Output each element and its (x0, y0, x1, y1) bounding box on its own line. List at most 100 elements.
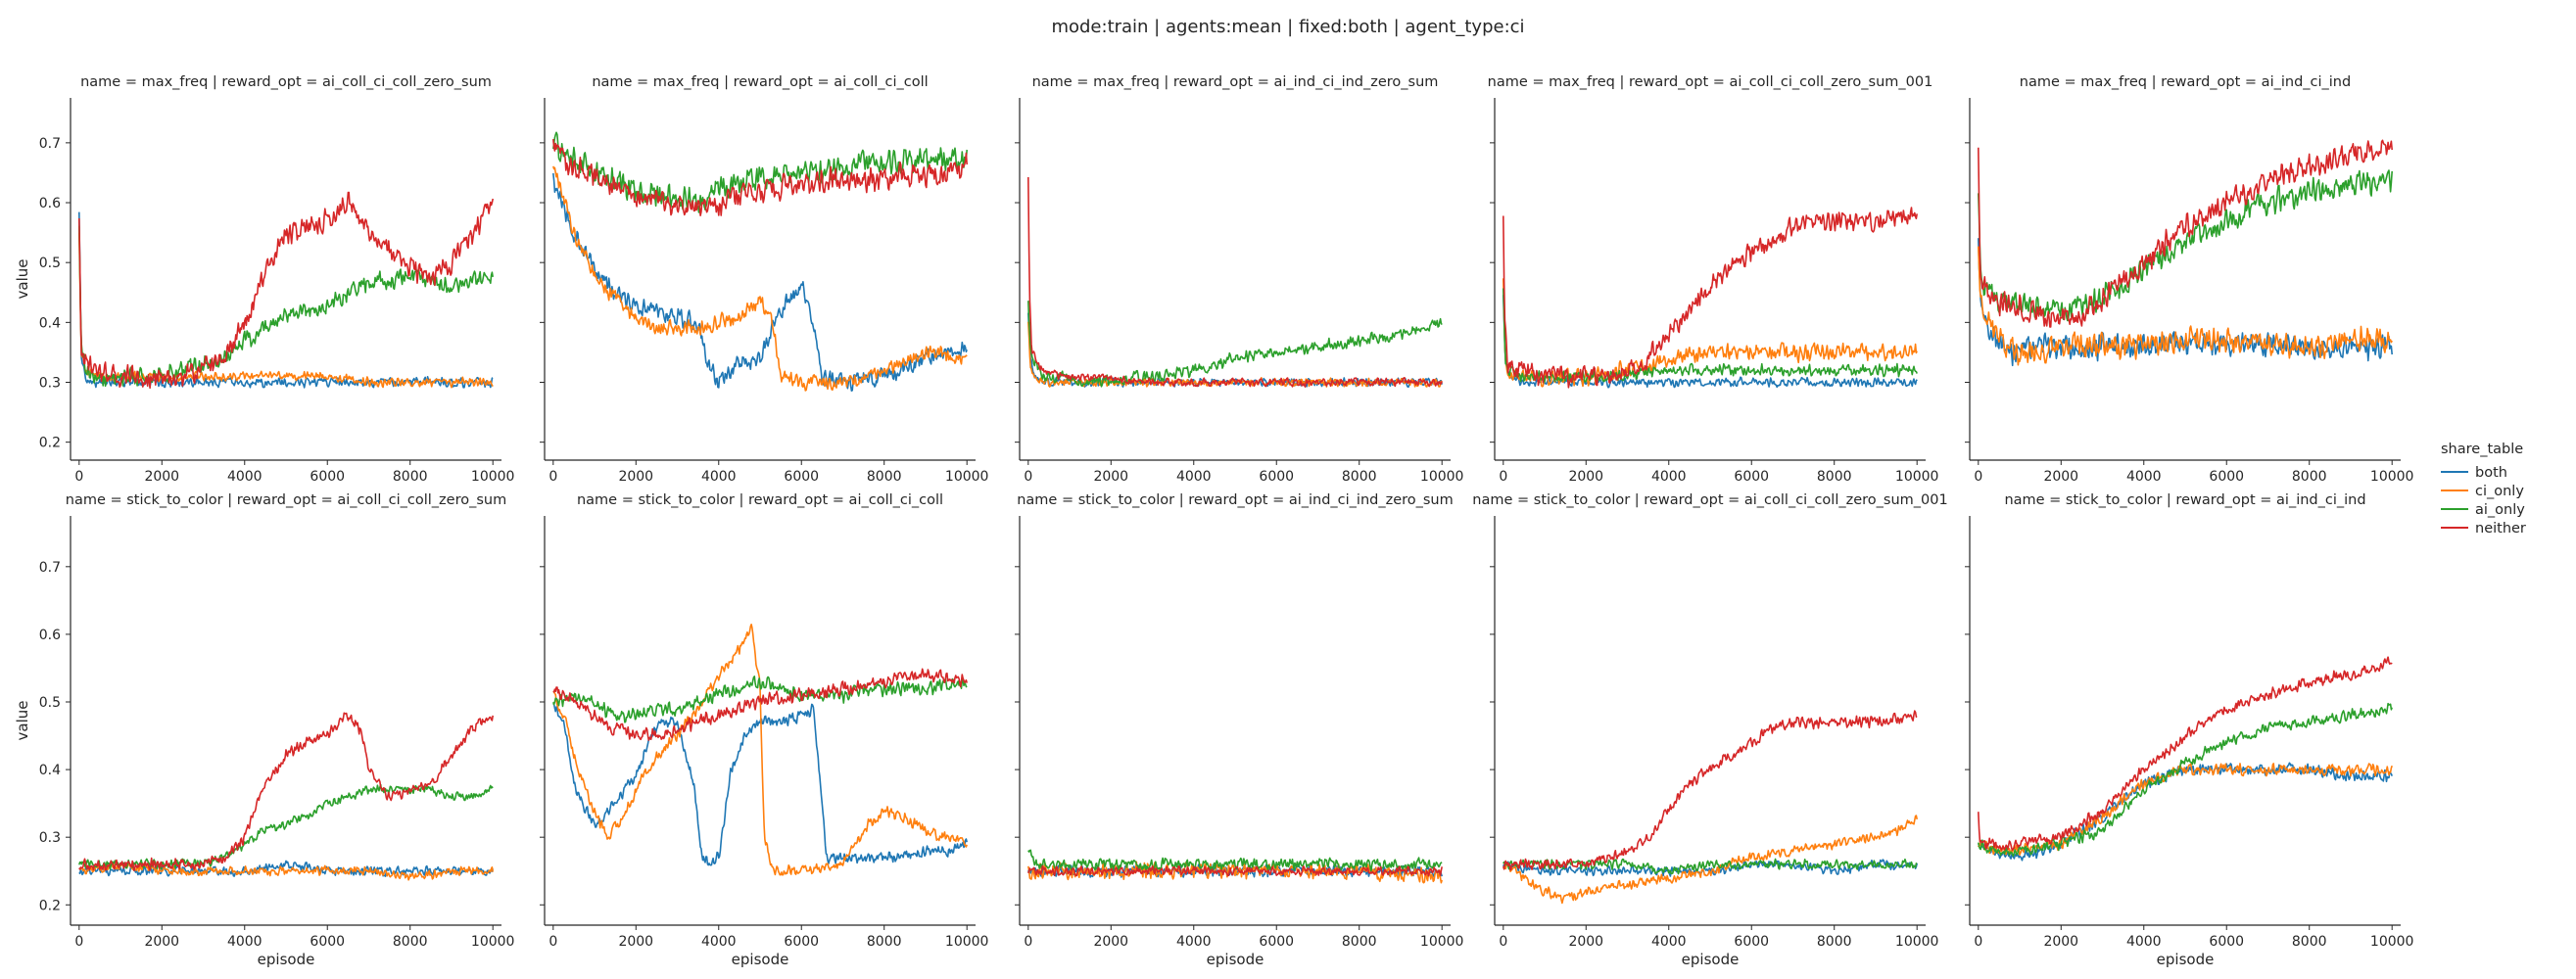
x-tick-label: 0 (74, 469, 83, 485)
x-tick-label: 8000 (2292, 934, 2327, 950)
series-line-neither (1027, 864, 1443, 877)
panel-title: name = max_freq | reward_opt = ai_ind_ci… (2020, 74, 2351, 90)
x-tick-label: 2000 (1568, 469, 1603, 485)
x-tick-label: 2000 (1093, 934, 1128, 950)
x-tick-label: 0 (549, 469, 557, 485)
x-tick-label: 6000 (1259, 934, 1294, 950)
x-tick-label: 8000 (1342, 469, 1377, 485)
series-line-ai-only (1503, 288, 1918, 384)
figure-title: mode:train | agents:mean | fixed:both | … (1051, 17, 1524, 37)
y-axis-label: value (14, 701, 31, 741)
x-tick-label: 10000 (1895, 469, 1939, 485)
x-tick-label: 10000 (471, 934, 515, 950)
series-line-ai-only (552, 676, 968, 723)
series-line-neither (1503, 710, 1918, 871)
x-tick-label: 6000 (2209, 934, 2244, 950)
x-tick-label: 2000 (2043, 469, 2078, 485)
panel: name = stick_to_color | reward_opt = ai_… (540, 492, 988, 968)
x-tick-label: 2000 (144, 469, 179, 485)
y-tick-label: 0.4 (39, 763, 61, 778)
legend-label-ai-only: ai_only (2475, 502, 2525, 518)
x-tick-label: 8000 (393, 469, 428, 485)
panel-title: name = stick_to_color | reward_opt = ai_… (577, 492, 943, 508)
x-tick-label: 10000 (945, 469, 989, 485)
x-axis-label: episode (1682, 951, 1740, 968)
legend-title: share_table (2441, 442, 2523, 457)
series-line-ci-only (1503, 815, 1918, 905)
panel: name = max_freq | reward_opt = ai_coll_c… (1488, 74, 1939, 485)
series-line-both (552, 702, 968, 866)
panel: name = stick_to_color | reward_opt = ai_… (1965, 492, 2413, 968)
x-tick-label: 10000 (2370, 934, 2414, 950)
panel: name = stick_to_color | reward_opt = ai_… (14, 492, 514, 968)
series-line-neither (78, 191, 494, 390)
series-line-ai-only (78, 783, 494, 870)
y-tick-label: 0.5 (39, 695, 61, 711)
series-line-both (552, 172, 968, 393)
panel-title: name = max_freq | reward_opt = ai_coll_c… (1488, 74, 1933, 90)
x-tick-label: 10000 (2370, 469, 2414, 485)
x-tick-label: 6000 (310, 934, 345, 950)
panel: name = max_freq | reward_opt = ai_coll_c… (540, 74, 988, 485)
x-tick-label: 0 (1499, 934, 1507, 950)
panel-title: name = stick_to_color | reward_opt = ai_… (66, 492, 506, 508)
x-tick-label: 0 (1024, 934, 1032, 950)
x-tick-label: 8000 (867, 469, 902, 485)
y-tick-label: 0.6 (39, 196, 61, 211)
x-tick-label: 6000 (1259, 469, 1294, 485)
legend-label-ci-only: ci_only (2475, 484, 2524, 499)
x-tick-label: 6000 (2209, 469, 2244, 485)
x-axis-label: episode (1207, 951, 1264, 968)
x-axis-label: episode (258, 951, 315, 968)
x-tick-label: 6000 (1734, 469, 1769, 485)
x-tick-label: 0 (1974, 469, 1982, 485)
x-tick-label: 10000 (471, 469, 515, 485)
x-axis-label: episode (732, 951, 789, 968)
series-line-ai-only (78, 225, 494, 388)
series-line-neither (1027, 176, 1443, 388)
series-line-ci-only (1978, 763, 2393, 857)
series-line-ai-only (1978, 169, 2393, 322)
x-tick-label: 0 (74, 934, 83, 950)
y-tick-label: 0.3 (39, 375, 61, 391)
y-tick-label: 0.3 (39, 830, 61, 846)
x-tick-label: 4000 (701, 934, 737, 950)
series-line-neither (1978, 139, 2393, 328)
x-tick-label: 8000 (867, 934, 902, 950)
y-tick-label: 0.2 (39, 898, 61, 913)
x-tick-label: 10000 (945, 934, 989, 950)
x-axis-label: episode (2157, 951, 2215, 968)
x-tick-label: 2000 (1093, 469, 1128, 485)
panel-title: name = max_freq | reward_opt = ai_coll_c… (592, 74, 928, 90)
x-tick-label: 4000 (701, 469, 737, 485)
x-tick-label: 0 (1974, 934, 1982, 950)
series-line-ci-only (1978, 246, 2393, 366)
series-line-ci-only (78, 862, 494, 881)
x-tick-label: 6000 (784, 469, 819, 485)
y-tick-label: 0.7 (39, 560, 61, 576)
x-tick-label: 0 (1024, 469, 1032, 485)
x-tick-label: 4000 (227, 469, 262, 485)
panel: name = max_freq | reward_opt = ai_ind_ci… (1015, 74, 1463, 485)
panel-title: name = max_freq | reward_opt = ai_coll_c… (80, 74, 492, 90)
series-line-neither (1503, 207, 1918, 389)
series-line-ai-only (552, 131, 968, 213)
panel-title: name = stick_to_color | reward_opt = ai_… (2004, 492, 2365, 508)
x-tick-label: 4000 (1651, 934, 1687, 950)
x-tick-label: 10000 (1420, 934, 1464, 950)
y-tick-label: 0.2 (39, 436, 61, 451)
series-line-neither (78, 712, 494, 872)
series-line-ai-only (1027, 301, 1443, 388)
series-line-ci-only (78, 232, 494, 389)
x-tick-label: 2000 (1568, 934, 1603, 950)
x-tick-label: 8000 (2292, 469, 2327, 485)
x-tick-label: 4000 (1176, 934, 1212, 950)
x-tick-label: 2000 (2043, 934, 2078, 950)
x-tick-label: 4000 (1176, 469, 1212, 485)
x-tick-label: 2000 (618, 469, 653, 485)
series-line-both (1978, 762, 2393, 862)
series-line-neither (1978, 656, 2393, 852)
x-tick-label: 0 (1499, 469, 1507, 485)
